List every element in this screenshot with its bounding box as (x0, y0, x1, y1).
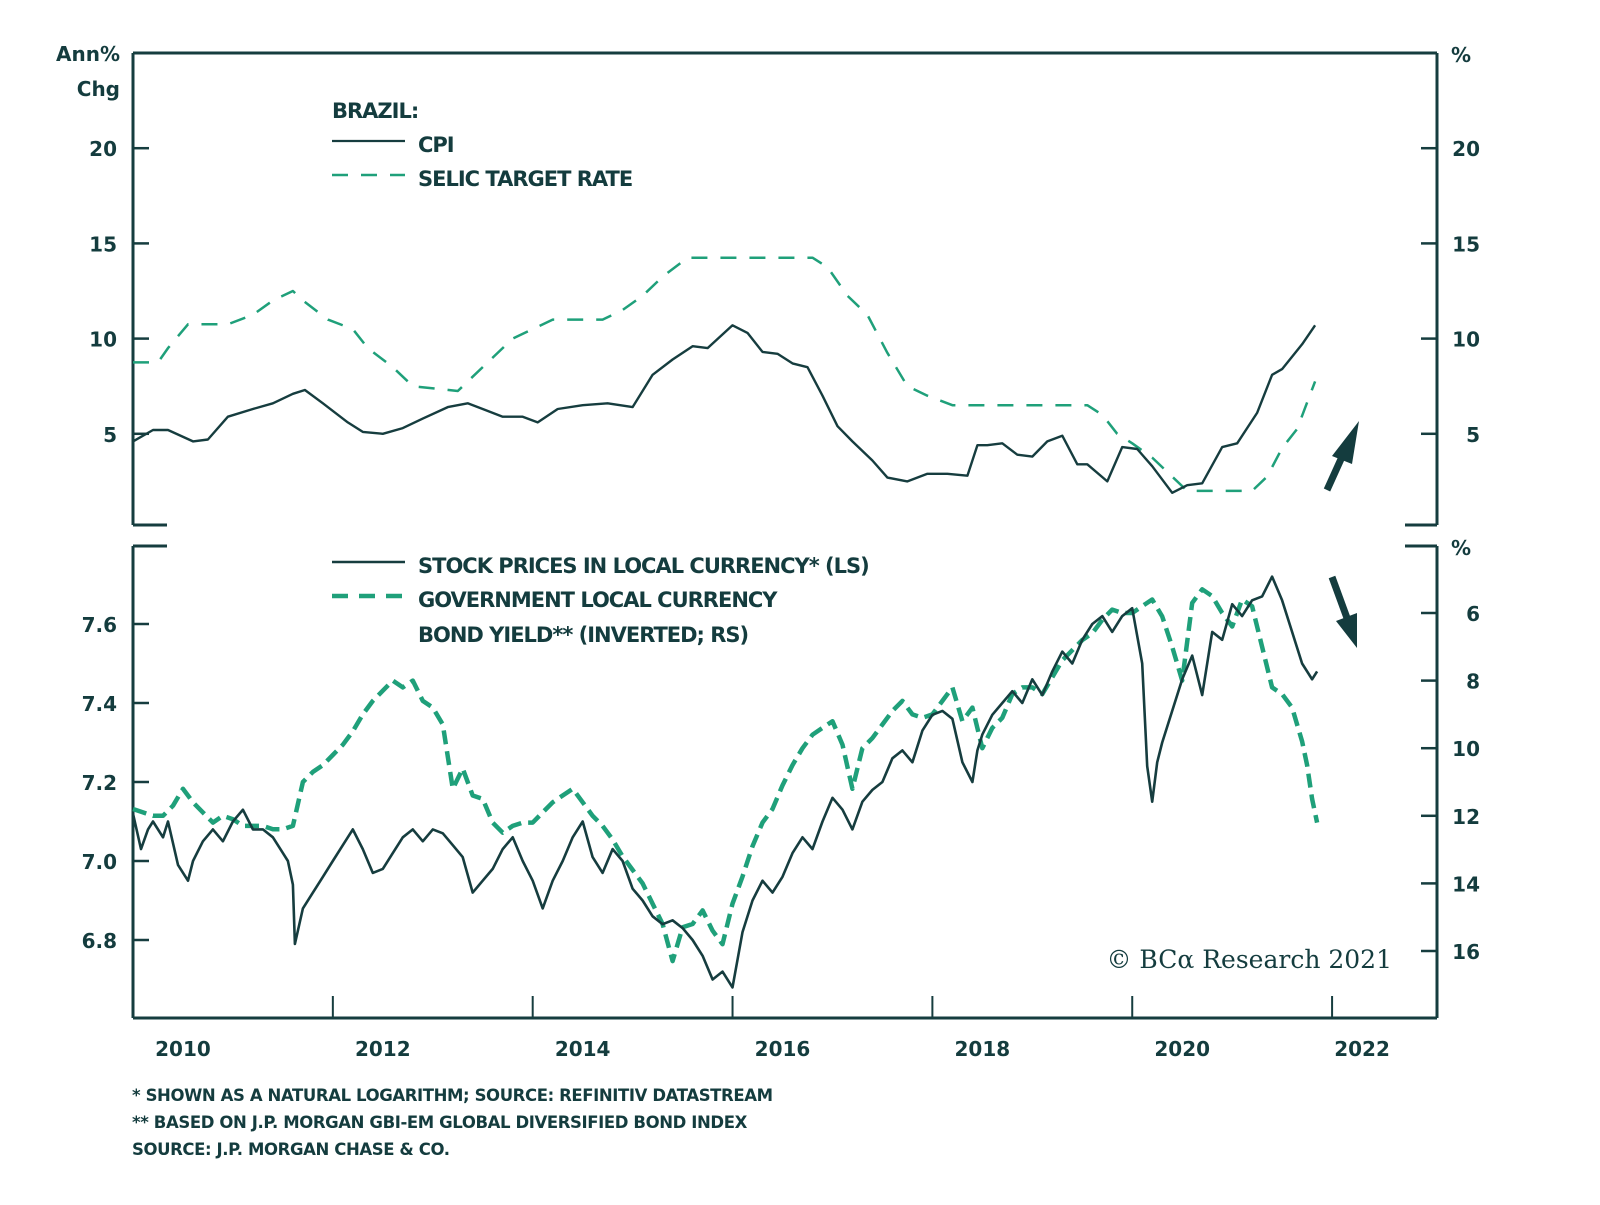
footnote-2: ** BASED ON J.P. MORGAN GBI-EM GLOBAL DI… (132, 1113, 748, 1132)
bottom-left-y-tick-label: 7.2 (82, 771, 117, 795)
down-arrow-icon (1328, 575, 1357, 648)
legend-selic-label: SELIC TARGET RATE (418, 167, 632, 191)
top-right-y-tick-label: 20 (1452, 137, 1480, 161)
top-right-unit: % (1451, 43, 1471, 67)
x-tick-label: 2012 (355, 1037, 411, 1061)
bottom-left-y-tick-label: 7.6 (82, 613, 117, 637)
bottom-left-y-tick-label: 6.8 (82, 929, 117, 953)
bottom-right-unit: % (1451, 536, 1471, 560)
footnote-1: * SHOWN AS A NATURAL LOGARITHM; SOURCE: … (132, 1086, 773, 1105)
x-tick-label: 2016 (755, 1037, 811, 1061)
top-right-y-tick-label: 5 (1466, 423, 1480, 447)
series-layer (131, 256, 1320, 989)
bottom-right-y-tick-label: 12 (1452, 805, 1480, 829)
bottom-right-y-tick-label: 10 (1452, 737, 1480, 761)
x-tick-label: 2018 (955, 1037, 1011, 1061)
top-left-unit-line2: Chg (77, 77, 120, 101)
up-arrow-icon (1323, 421, 1359, 492)
top-left-y-tick-label: 10 (89, 328, 117, 352)
x-tick-label: 2010 (155, 1037, 211, 1061)
copyright-label: © BCα Research 2021 (1106, 945, 1392, 974)
bottom-right-y-tick-label: 16 (1452, 940, 1480, 964)
top-left-y-tick-label: 15 (89, 232, 117, 256)
bottom-right-y-tick-label: 14 (1452, 872, 1480, 896)
footnote-source: SOURCE: J.P. MORGAN CHASE & CO. (132, 1140, 450, 1159)
top-left-y-tick-label: 5 (103, 423, 117, 447)
series-stock-price-line (131, 575, 1319, 989)
top-left-y-tick-label: 20 (89, 137, 117, 161)
top-legend-title: BRAZIL: (332, 99, 418, 123)
top-right-y-tick-label: 10 (1452, 328, 1480, 352)
bottom-right-y-tick-label: 6 (1466, 602, 1480, 626)
x-tick-label: 2020 (1154, 1037, 1210, 1061)
series-selic-line (133, 256, 1317, 493)
legend-bond-label-line1: GOVERNMENT LOCAL CURRENCY (418, 588, 778, 612)
legend-stock-label: STOCK PRICES IN LOCAL CURRENCY* (LS) (418, 554, 869, 578)
top-left-unit-line1: Ann% (56, 42, 120, 66)
legend-cpi-label: CPI (418, 133, 454, 157)
bottom-left-y-tick-label: 7.0 (82, 850, 117, 874)
axes-frame (131, 51, 1439, 1020)
series-cpi-line (132, 324, 1317, 494)
top-right-y-tick-label: 15 (1452, 232, 1480, 256)
legend-bond-label-line2: BOND YIELD** (INVERTED; RS) (418, 623, 748, 647)
x-tick-label: 2022 (1334, 1037, 1390, 1061)
x-tick-label: 2014 (555, 1037, 611, 1061)
bottom-right-y-tick-label: 8 (1466, 670, 1480, 694)
bottom-left-y-tick-label: 7.4 (82, 692, 117, 716)
